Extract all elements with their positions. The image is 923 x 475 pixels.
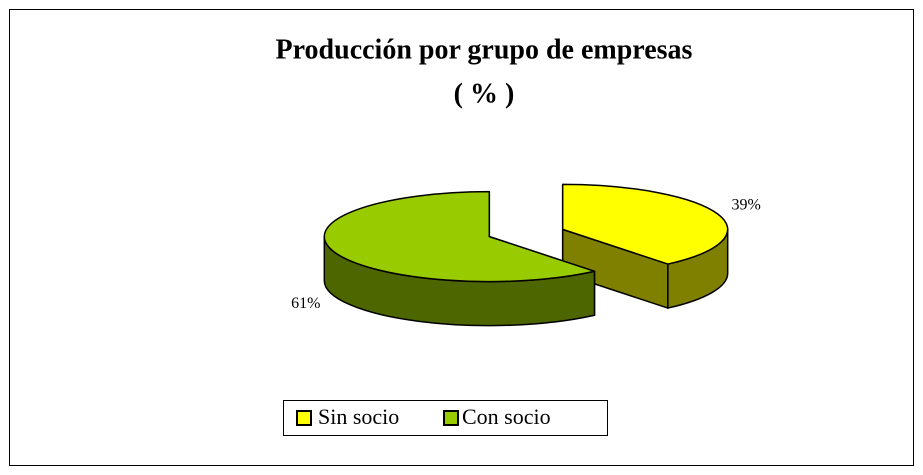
legend-label: Con socio — [462, 404, 551, 429]
legend-label: Sin socio — [318, 404, 399, 429]
data-label: 61% — [291, 295, 320, 312]
chart-title: Producción por grupo de empresas — [276, 34, 693, 65]
legend-swatch — [443, 410, 459, 426]
slice — [323, 190, 596, 283]
slice — [561, 183, 729, 265]
chart-subtitle: ( % ) — [454, 78, 515, 109]
pie — [323, 183, 729, 327]
legend-swatch — [296, 410, 312, 426]
data-label: 39% — [732, 196, 761, 213]
